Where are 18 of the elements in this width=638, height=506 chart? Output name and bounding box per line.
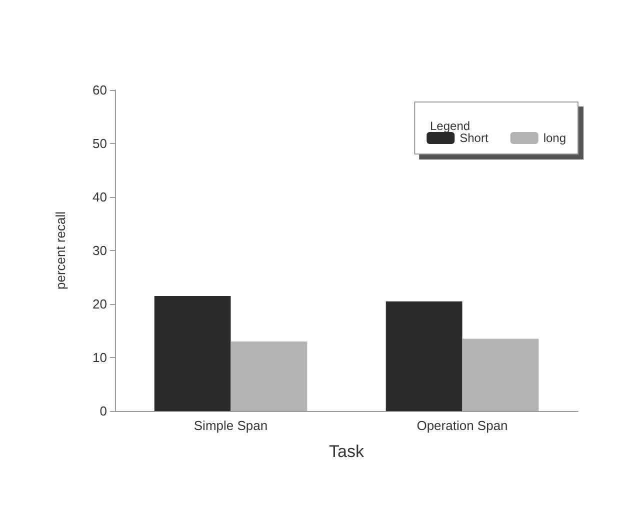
legend-label: Short	[460, 131, 489, 145]
x-axis-title: Task	[329, 442, 364, 461]
bar	[154, 296, 231, 411]
legend-title: Legend	[430, 119, 470, 133]
x-tick-label: Simple Span	[194, 418, 268, 433]
y-axis-title: percent recall	[53, 211, 68, 290]
x-tick-label: Operation Span	[416, 418, 508, 433]
legend-label: long	[543, 131, 566, 145]
y-tick-label: 40	[92, 190, 107, 204]
y-tick-label: 10	[92, 350, 107, 365]
bar	[230, 341, 308, 411]
y-tick-label: 0	[100, 404, 107, 418]
bar	[386, 301, 462, 411]
y-tick-label: 60	[92, 82, 107, 98]
y-tick-label: 20	[92, 296, 107, 312]
y-tick-label: 30	[92, 243, 107, 258]
y-tick-label: 50	[92, 136, 107, 151]
bar	[462, 338, 539, 411]
